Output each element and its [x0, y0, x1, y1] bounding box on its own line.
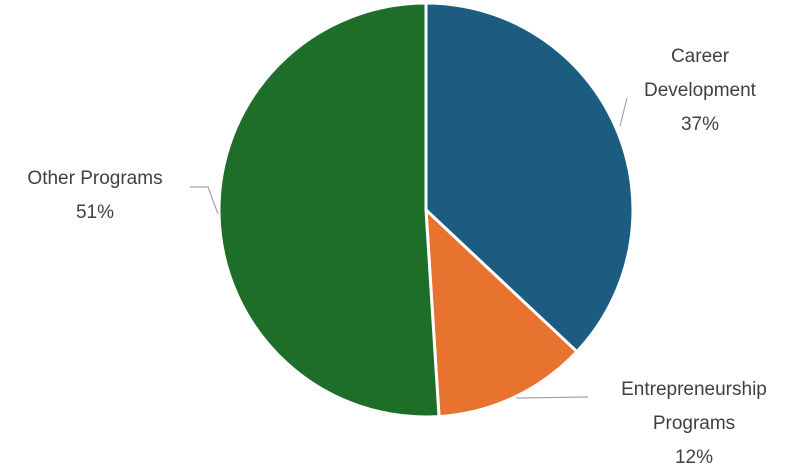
- leader-line-entrepreneurship-programs: [515, 396, 589, 399]
- data-labels: Career Development 37% Entrepreneurship Prog…: [27, 46, 766, 468]
- data-label-value: 51%: [76, 202, 114, 223]
- leader-line-other-programs: [190, 186, 219, 215]
- leader-line-career-development: [619, 97, 628, 127]
- data-label-career-development: Career Development 37%: [644, 46, 757, 135]
- data-label-category: Career: [671, 46, 730, 67]
- data-label-category: Other Programs: [27, 168, 162, 189]
- slice-entrepreneurship-programs: [424, 208, 579, 419]
- slice-other-programs: [217, 1, 441, 419]
- leader-lines: [190, 97, 628, 399]
- data-label-category: Programs: [653, 413, 735, 434]
- slice-career-development: [424, 1, 635, 354]
- pie-slices: [217, 1, 635, 419]
- data-label-entrepreneurship-programs: Entrepreneurship Programs 12%: [621, 379, 767, 468]
- data-label-other-programs: Other Programs 51%: [27, 168, 162, 223]
- data-label-category: Development: [644, 80, 757, 101]
- data-label-value: 37%: [681, 114, 719, 135]
- data-label-category: Entrepreneurship: [621, 379, 767, 400]
- data-label-value: 12%: [675, 447, 713, 468]
